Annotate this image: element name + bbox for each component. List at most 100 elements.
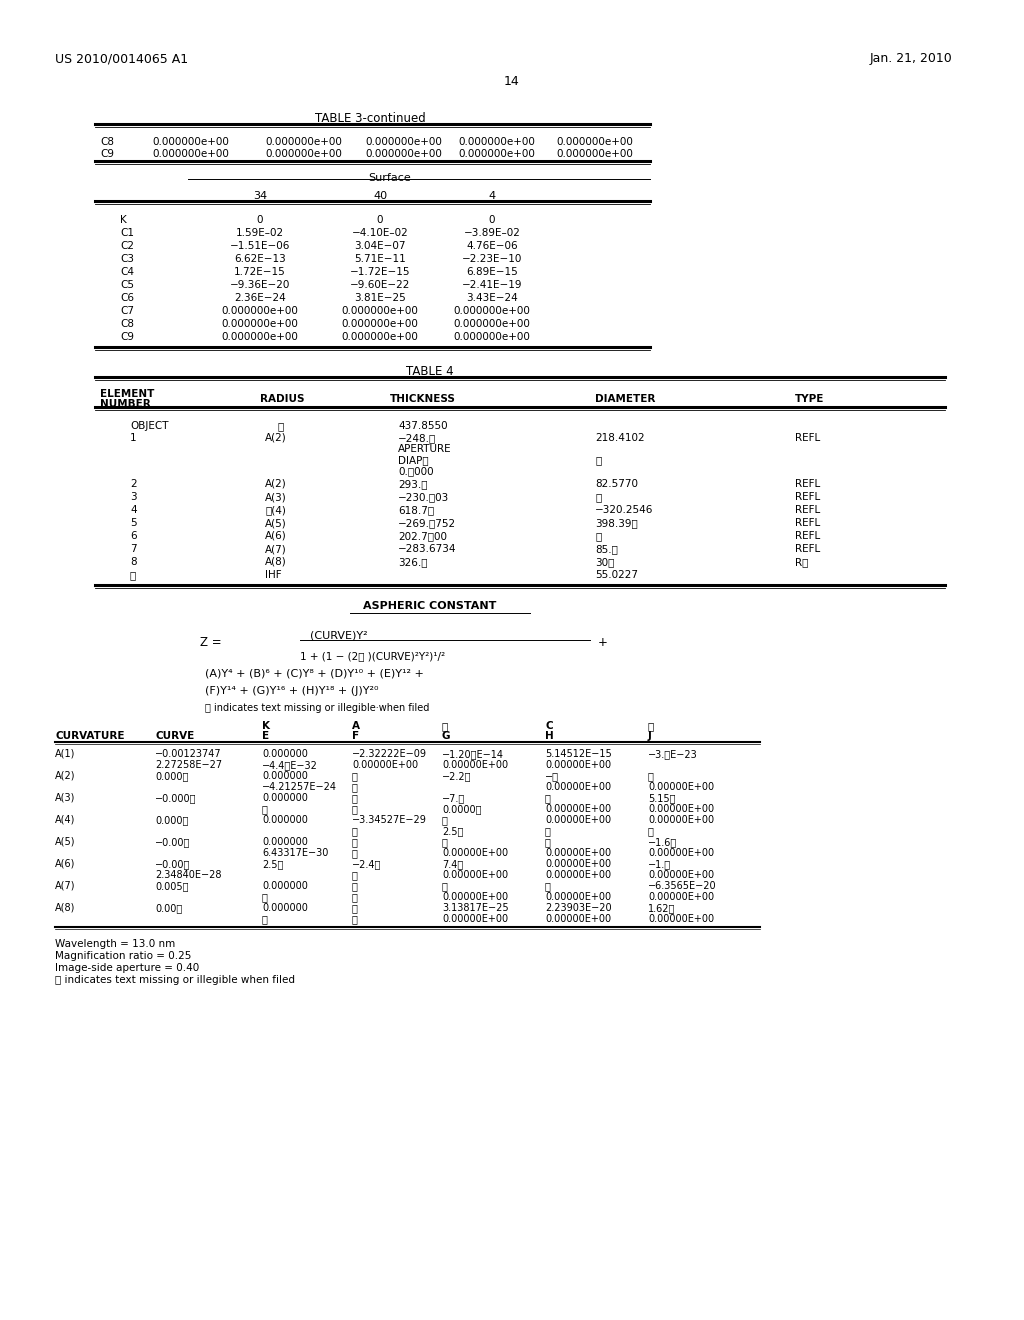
Text: −269.ⓘ752: −269.ⓘ752	[398, 517, 456, 528]
Text: −9.60E−22: −9.60E−22	[350, 280, 411, 290]
Text: THICKNESS: THICKNESS	[390, 393, 456, 404]
Text: +: +	[598, 636, 608, 649]
Text: A(8): A(8)	[265, 557, 287, 568]
Text: ASPHERIC CONSTANT: ASPHERIC CONSTANT	[364, 601, 497, 611]
Text: A(7): A(7)	[265, 544, 287, 554]
Text: 40: 40	[373, 191, 387, 201]
Text: 4.76E−06: 4.76E−06	[466, 242, 518, 251]
Text: REFL: REFL	[795, 492, 820, 502]
Text: (CURVE)Y²: (CURVE)Y²	[310, 631, 368, 642]
Text: ⓘ: ⓘ	[262, 804, 268, 814]
Text: −0.000ⓘ: −0.000ⓘ	[155, 793, 197, 803]
Text: ⓘ(4): ⓘ(4)	[265, 506, 286, 515]
Text: 0.00000E+00: 0.00000E+00	[648, 870, 714, 880]
Text: ⓘ: ⓘ	[352, 847, 357, 858]
Text: 0.000000e+00: 0.000000e+00	[152, 149, 229, 158]
Text: 0.00000E+00: 0.00000E+00	[545, 859, 611, 869]
Text: 14: 14	[504, 75, 520, 88]
Text: REFL: REFL	[795, 531, 820, 541]
Text: ⓘ indicates text missing or illegible·when filed: ⓘ indicates text missing or illegible·wh…	[205, 704, 429, 713]
Text: −230.ⓘ03: −230.ⓘ03	[398, 492, 450, 502]
Text: OBJECT: OBJECT	[130, 421, 169, 432]
Text: −1.20ⓘE−14: −1.20ⓘE−14	[442, 748, 504, 759]
Text: −6.3565E−20: −6.3565E−20	[648, 880, 717, 891]
Text: 5: 5	[130, 517, 136, 528]
Text: K: K	[120, 215, 127, 224]
Text: ⓘ: ⓘ	[352, 837, 357, 847]
Text: −7.ⓘ: −7.ⓘ	[442, 793, 465, 803]
Text: 0.000000e+00: 0.000000e+00	[221, 319, 298, 329]
Text: 0.ⓘ000: 0.ⓘ000	[398, 466, 433, 477]
Text: −3.ⓘE−23: −3.ⓘE−23	[648, 748, 697, 759]
Text: ⓘ: ⓘ	[648, 721, 654, 731]
Text: ⓘ: ⓘ	[648, 826, 654, 836]
Text: 0.00000E+00: 0.00000E+00	[442, 913, 508, 924]
Text: US 2010/0014065 A1: US 2010/0014065 A1	[55, 51, 188, 65]
Text: C2: C2	[120, 242, 134, 251]
Text: 2.5ⓘ: 2.5ⓘ	[442, 826, 464, 836]
Text: −4.4ⓘE−32: −4.4ⓘE−32	[262, 760, 317, 770]
Text: −3.34527E−29: −3.34527E−29	[352, 814, 427, 825]
Text: A(2): A(2)	[265, 479, 287, 488]
Text: 8: 8	[130, 557, 136, 568]
Text: J: J	[648, 731, 652, 741]
Text: 0.000000e+00: 0.000000e+00	[221, 333, 298, 342]
Text: ⓘ: ⓘ	[648, 771, 654, 781]
Text: 0.000000: 0.000000	[262, 771, 308, 781]
Text: ⓘ: ⓘ	[352, 804, 357, 814]
Text: −2.32222E−09: −2.32222E−09	[352, 748, 427, 759]
Text: DIAPⓘ: DIAPⓘ	[398, 455, 429, 465]
Text: 0.000000e+00: 0.000000e+00	[342, 319, 419, 329]
Text: 1: 1	[130, 433, 136, 444]
Text: −0.00123747: −0.00123747	[155, 748, 221, 759]
Text: A(8): A(8)	[55, 903, 76, 913]
Text: (A)Y⁴ + (B)⁶ + (C)Y⁸ + (D)Y¹⁰ + (E)Y¹² +: (A)Y⁴ + (B)⁶ + (C)Y⁸ + (D)Y¹⁰ + (E)Y¹² +	[205, 669, 424, 678]
Text: −ⓘ: −ⓘ	[545, 771, 559, 781]
Text: 0.00000E+00: 0.00000E+00	[648, 781, 714, 792]
Text: 0: 0	[377, 215, 383, 224]
Text: 0.00000E+00: 0.00000E+00	[352, 760, 418, 770]
Text: 0.000000e+00: 0.000000e+00	[365, 137, 442, 147]
Text: 3.13817E−25: 3.13817E−25	[442, 903, 509, 913]
Text: 6.43317E−30: 6.43317E−30	[262, 847, 329, 858]
Text: −2.23E−10: −2.23E−10	[462, 253, 522, 264]
Text: A: A	[352, 721, 360, 731]
Text: C6: C6	[120, 293, 134, 304]
Text: ⓘ indicates text missing or illegible when filed: ⓘ indicates text missing or illegible wh…	[55, 975, 295, 985]
Text: 2: 2	[130, 479, 136, 488]
Text: 3.43E−24: 3.43E−24	[466, 293, 518, 304]
Text: 0.00000E+00: 0.00000E+00	[545, 760, 611, 770]
Text: RADIUS: RADIUS	[260, 393, 304, 404]
Text: 3: 3	[130, 492, 136, 502]
Text: 0.000000e+00: 0.000000e+00	[556, 149, 633, 158]
Text: 2.5ⓘ: 2.5ⓘ	[262, 859, 284, 869]
Text: CURVATURE: CURVATURE	[55, 731, 125, 741]
Text: C9: C9	[100, 149, 114, 158]
Text: A(4): A(4)	[55, 814, 76, 825]
Text: 0.000000e+00: 0.000000e+00	[458, 137, 535, 147]
Text: 0.000000e+00: 0.000000e+00	[365, 149, 442, 158]
Text: Rⓘ: Rⓘ	[795, 557, 808, 568]
Text: 0.000000e+00: 0.000000e+00	[454, 319, 530, 329]
Text: G: G	[442, 731, 451, 741]
Text: 0.000000e+00: 0.000000e+00	[265, 137, 342, 147]
Text: ⓘ: ⓘ	[442, 814, 447, 825]
Text: ⓘ: ⓘ	[595, 531, 601, 541]
Text: −2.41E−19: −2.41E−19	[462, 280, 522, 290]
Text: ⓘ: ⓘ	[595, 455, 601, 465]
Text: A(5): A(5)	[55, 837, 76, 847]
Text: 0.00000E+00: 0.00000E+00	[545, 870, 611, 880]
Text: ⓘ: ⓘ	[352, 826, 357, 836]
Text: 326.ⓘ: 326.ⓘ	[398, 557, 427, 568]
Text: ⓘ: ⓘ	[595, 492, 601, 502]
Text: H: H	[545, 731, 554, 741]
Text: C4: C4	[120, 267, 134, 277]
Text: ⓘ: ⓘ	[352, 880, 357, 891]
Text: 0.00000E+00: 0.00000E+00	[545, 814, 611, 825]
Text: 7.4ⓘ: 7.4ⓘ	[442, 859, 463, 869]
Text: C8: C8	[120, 319, 134, 329]
Text: A(6): A(6)	[265, 531, 287, 541]
Text: A(2): A(2)	[265, 433, 287, 444]
Text: ⓘ: ⓘ	[352, 781, 357, 792]
Text: APERTURE: APERTURE	[398, 444, 452, 454]
